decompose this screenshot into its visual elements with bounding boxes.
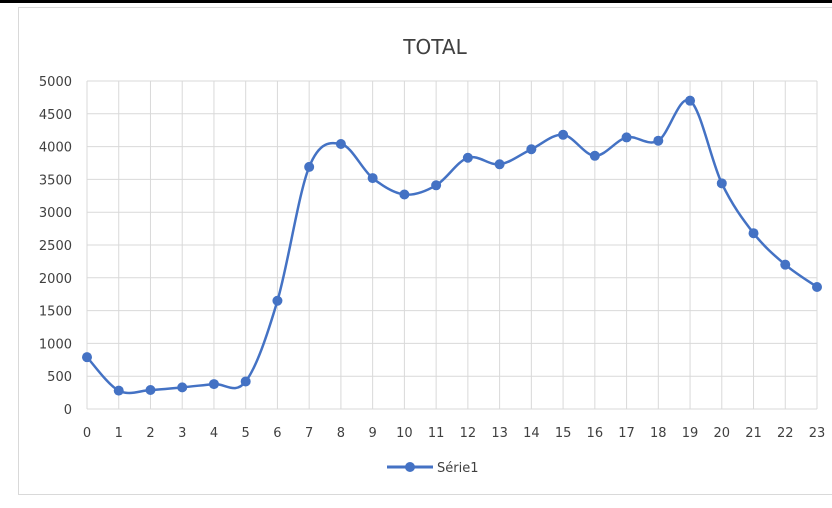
y-tick-label: 0 [64,403,72,418]
data-point[interactable] [621,132,632,143]
x-tick-label: 21 [745,426,762,441]
data-point[interactable] [526,144,537,155]
data-point[interactable] [748,228,759,239]
x-tick-label: 4 [210,426,218,441]
y-tick-label: 2500 [39,239,72,254]
grid-lines [86,80,818,410]
y-tick-label: 4000 [39,141,72,156]
x-tick-label: 15 [555,426,572,441]
x-tick-label: 5 [242,426,250,441]
y-tick-label: 4500 [39,108,72,123]
data-point[interactable] [812,281,822,292]
data-point[interactable] [589,150,600,161]
x-tick-label: 18 [650,426,667,441]
legend-label: Série1 [437,461,478,476]
x-tick-label: 0 [83,426,91,441]
x-tick-label: 12 [460,426,477,441]
x-tick-label: 20 [714,426,731,441]
data-point[interactable] [304,161,315,172]
legend[interactable]: Série1 [387,461,478,476]
data-point[interactable] [335,138,346,149]
x-tick-label: 13 [491,426,508,441]
data-point[interactable] [272,295,283,306]
data-point[interactable] [82,352,92,363]
data-point[interactable] [431,180,442,191]
y-tick-label: 2000 [39,272,72,287]
series-line [85,98,819,395]
x-tick-label: 1 [115,426,123,441]
y-tick-label: 500 [47,370,72,385]
data-point[interactable] [367,173,378,184]
y-tick-label: 3500 [39,173,72,188]
series-layer [82,95,822,396]
data-point[interactable] [653,135,664,146]
data-point[interactable] [208,379,219,390]
y-tick-label: 1500 [39,305,72,320]
x-tick-label: 16 [587,426,604,441]
y-tick-label: 1000 [39,337,72,352]
x-tick-label: 10 [396,426,413,441]
x-tick-label: 23 [809,426,826,441]
x-tick-label: 14 [523,426,540,441]
y-axis-ticks: 0 500 1000 1500 2000 2500 3000 3500 4000 4500 5000 [39,75,72,418]
x-tick-label: 22 [777,426,794,441]
legend-swatch-marker [405,462,415,472]
data-point[interactable] [399,189,410,200]
data-point[interactable] [462,152,473,163]
data-point[interactable] [494,159,505,170]
x-tick-label: 7 [305,426,313,441]
x-tick-label: 3 [178,426,186,441]
x-tick-label: 6 [273,426,281,441]
x-axis-ticks: 0 1 2 3 4 5 6 7 8 9 10 11 12 13 14 15 16 17 18 19 20 21 22 23 [83,426,825,441]
chart-area [18,7,832,495]
x-tick-label: 19 [682,426,699,441]
data-point[interactable] [558,129,569,140]
data-point[interactable] [780,259,791,270]
data-point[interactable] [685,95,696,106]
top-border [0,0,832,3]
y-tick-label: 3000 [39,206,72,221]
data-point[interactable] [113,385,124,396]
y-tick-label: 5000 [39,75,72,90]
x-tick-label: 2 [146,426,154,441]
data-point[interactable] [145,384,156,395]
data-point[interactable] [716,178,727,189]
x-tick-label: 11 [428,426,445,441]
x-tick-label: 9 [369,426,377,441]
data-point[interactable] [177,382,188,393]
chart-title: TOTAL [402,35,467,59]
x-tick-label: 17 [618,426,635,441]
x-tick-label: 8 [337,426,345,441]
data-point[interactable] [240,376,251,387]
